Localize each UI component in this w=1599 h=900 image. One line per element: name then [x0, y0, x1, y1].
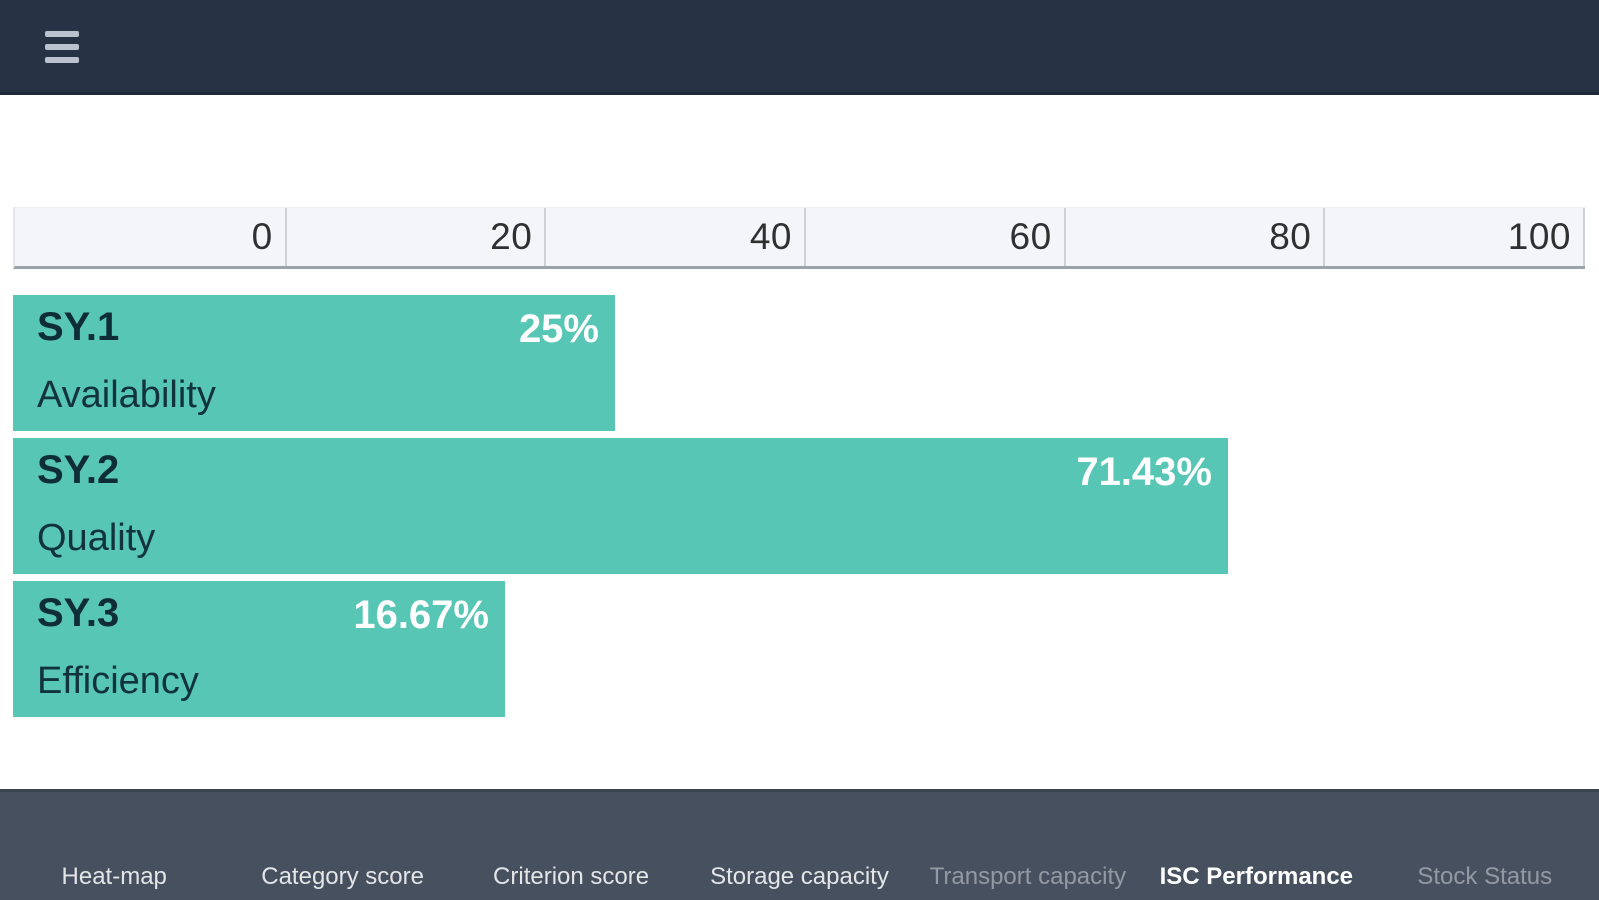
tab-label: Transport capacity	[929, 863, 1127, 890]
bar-sy2-quality[interactable]: SY.2 71.43% Quality	[13, 438, 1228, 574]
horizontal-bar-chart: 0 20 40 60 80 100 SY.1 25% Availability …	[13, 207, 1586, 724]
bar-code: SY.1	[37, 305, 120, 349]
axis-tick-100: 100	[1325, 208, 1586, 266]
chart-bars: SY.1 25% Availability SY.2 71.43% Qualit…	[13, 295, 1585, 717]
tab-isc-performance[interactable]: ISC Performance	[1142, 792, 1370, 900]
tab-label: Criterion score	[493, 863, 650, 890]
bar-sy1-availability[interactable]: SY.1 25% Availability	[13, 295, 615, 431]
tab-storage-capacity[interactable]: Storage capacity	[685, 792, 913, 900]
bottom-tab-bar: Heat-map Category score Criterion score …	[0, 789, 1599, 900]
tab-heat-map[interactable]: Heat-map	[0, 792, 228, 900]
axis-tick-60: 60	[806, 208, 1066, 266]
bar-label: Efficiency	[37, 660, 199, 702]
tab-criterion-score[interactable]: Criterion score	[457, 792, 685, 900]
tab-label: Stock Status	[1417, 863, 1553, 890]
top-app-bar	[0, 0, 1599, 95]
tab-stock-status[interactable]: Stock Status	[1371, 792, 1599, 900]
hamburger-menu-icon[interactable]	[45, 31, 79, 63]
bar-label: Quality	[37, 517, 156, 559]
tab-category-score[interactable]: Category score	[228, 792, 456, 900]
axis-tick-80: 80	[1066, 208, 1326, 266]
bar-code: SY.3	[37, 591, 120, 635]
bar-value-label: 16.67%	[353, 593, 489, 637]
tab-label: Storage capacity	[710, 863, 889, 890]
axis-tick-0: 0	[15, 208, 287, 266]
axis-tick-40: 40	[546, 208, 806, 266]
bar-code: SY.2	[37, 448, 120, 492]
bar-label: Availability	[37, 374, 216, 416]
tab-label: Heat-map	[61, 863, 167, 890]
axis-tick-20: 20	[287, 208, 547, 266]
bar-value-label: 25%	[518, 307, 599, 351]
bar-sy3-efficiency[interactable]: SY.3 16.67% Efficiency	[13, 581, 505, 717]
tab-label: Category score	[261, 863, 424, 890]
tab-label: ISC Performance	[1159, 863, 1354, 890]
bar-value-label: 71.43%	[1076, 450, 1212, 494]
chart-axis-scale: 0 20 40 60 80 100	[13, 207, 1586, 269]
tab-transport-capacity[interactable]: Transport capacity	[914, 792, 1142, 900]
